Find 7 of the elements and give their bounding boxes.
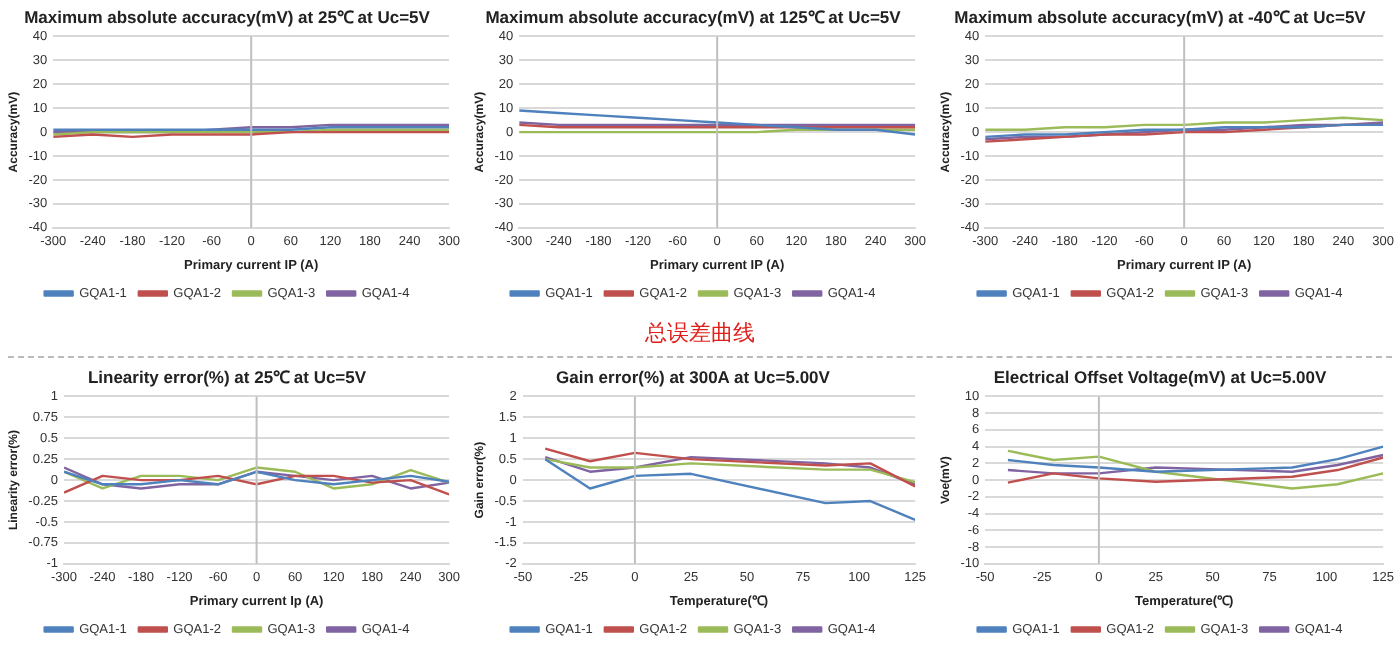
chart-title: Maximum absolute accuracy(mV) at 125℃ at Uc=5V bbox=[485, 6, 902, 27]
chart-title: Linearity error(%) at 25℃ at Uc=5V bbox=[87, 366, 367, 387]
chart-title: Maximum absolute accuracy(mV) at 25℃ at Uc=5V bbox=[24, 6, 431, 27]
chart-title: Gain error(%) at 300A at Uc=5.00V bbox=[556, 366, 831, 387]
text: 总误差曲线 bbox=[643, 318, 757, 348]
chart-title: Maximum absolute accuracy(mV) at -40℃ at Uc=5V bbox=[954, 6, 1367, 27]
chart-title: Electrical Offset Voltage(mV) at Uc=5.00V bbox=[993, 366, 1328, 387]
